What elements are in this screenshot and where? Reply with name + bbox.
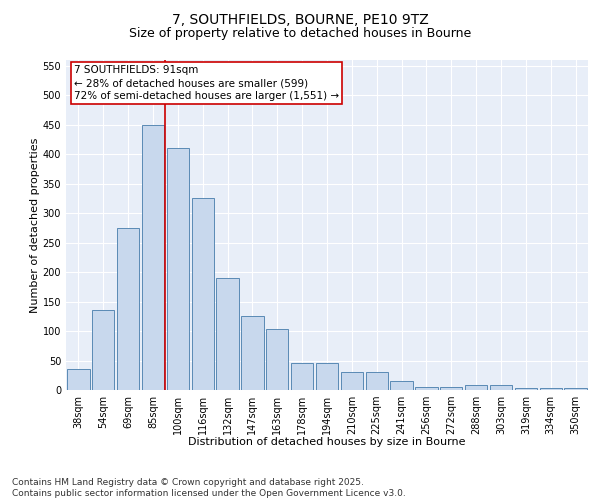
Bar [241,316,263,390]
Text: Size of property relative to detached houses in Bourne: Size of property relative to detached ho… [129,28,471,40]
Bar [217,278,239,390]
Bar [565,388,587,390]
Bar [266,330,289,390]
Text: 7 SOUTHFIELDS: 91sqm
← 28% of detached houses are smaller (599)
72% of semi-deta: 7 SOUTHFIELDS: 91sqm ← 28% of detached h… [74,65,339,102]
Bar [291,363,313,390]
Bar [167,148,189,390]
Bar [365,372,388,390]
Bar [515,388,537,390]
Text: 7, SOUTHFIELDS, BOURNE, PE10 9TZ: 7, SOUTHFIELDS, BOURNE, PE10 9TZ [172,12,428,26]
Bar [117,228,139,390]
Bar [440,387,463,390]
Bar [67,370,89,390]
Bar [142,125,164,390]
X-axis label: Distribution of detached houses by size in Bourne: Distribution of detached houses by size … [188,437,466,447]
Bar [465,384,487,390]
Bar [92,310,115,390]
Y-axis label: Number of detached properties: Number of detached properties [30,138,40,312]
Text: Contains HM Land Registry data © Crown copyright and database right 2025.
Contai: Contains HM Land Registry data © Crown c… [12,478,406,498]
Bar [391,381,413,390]
Bar [539,388,562,390]
Bar [415,387,437,390]
Bar [191,198,214,390]
Bar [490,384,512,390]
Bar [316,364,338,390]
Bar [341,372,363,390]
